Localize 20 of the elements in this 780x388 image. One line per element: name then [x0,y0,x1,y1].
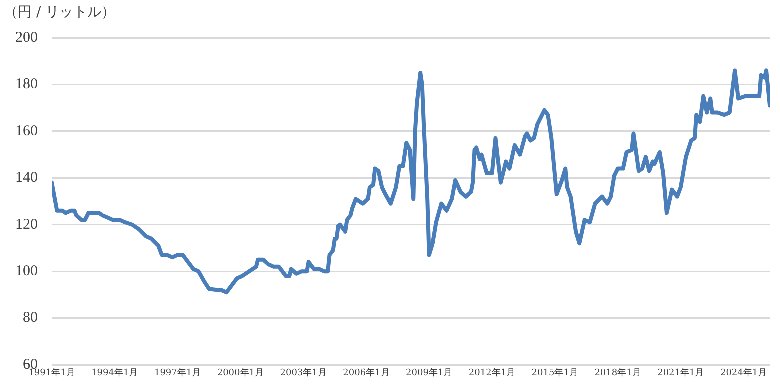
y-tick-label: 80 [23,310,38,326]
y-tick-label: 180 [16,76,38,93]
y-tick-label: 120 [16,216,38,233]
x-tick-label: 1997年1月 [154,368,202,379]
y-tick-label: 140 [16,170,38,186]
y-axis-title: （円 / リットル） [4,4,116,21]
x-tick-label: 1991年1月 [28,368,76,379]
x-tick-label: 2006年1月 [343,368,390,379]
x-tick-label: 2000年1月 [217,368,264,379]
x-tick-label: 2015年1月 [532,368,578,379]
y-tick-label: 200 [16,30,38,46]
x-tick-label: 2024年1月 [720,368,768,379]
y-tick-label: 160 [16,123,38,140]
x-tick-label: 2021年1月 [658,368,704,379]
y-tick-label: 100 [16,264,38,280]
x-tick-label: 2003年1月 [280,368,327,379]
x-tick-label: 1994年1月 [92,368,138,379]
x-tick-label: 2009年1月 [406,368,453,379]
x-tick-label: 2012年1月 [468,368,516,379]
x-tick-label: 2018年1月 [594,368,642,379]
